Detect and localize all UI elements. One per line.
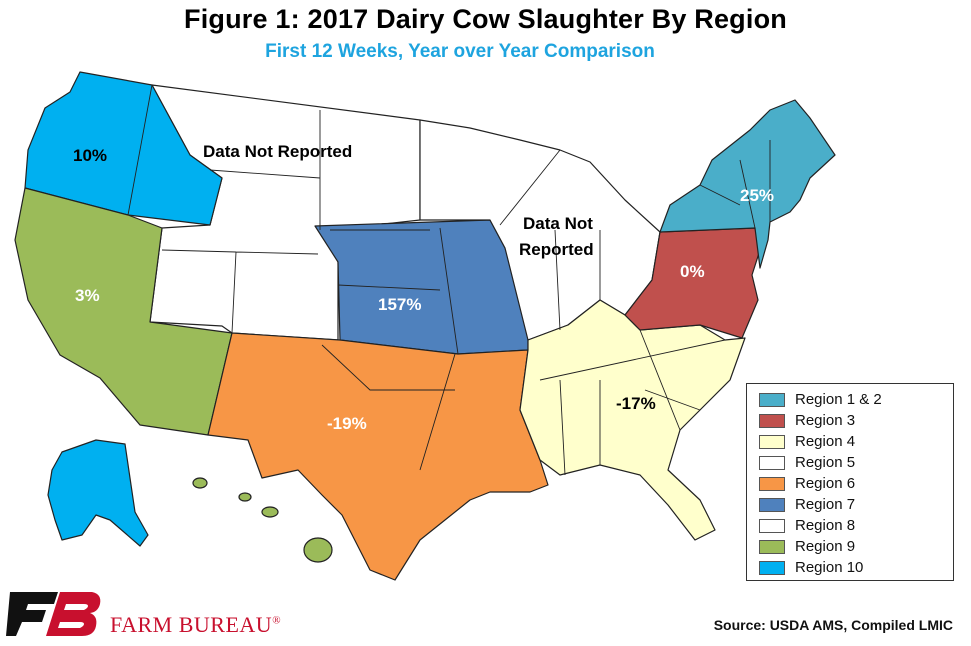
legend-item: Region 9 <box>759 536 953 557</box>
legend-label: Region 3 <box>795 412 856 429</box>
hawaii-island-2 <box>238 492 252 502</box>
legend-label: Region 5 <box>795 454 856 471</box>
region-4-value: -17% <box>616 394 656 413</box>
source-note: Source: USDA AMS, Compiled LMIC <box>713 617 953 633</box>
region-1-2-value: 25% <box>740 186 775 205</box>
legend-swatch <box>759 476 785 491</box>
legend-label: Region 6 <box>795 475 856 492</box>
region-6-area <box>207 332 549 581</box>
figure-title: Figure 1: 2017 Dairy Cow Slaughter By Re… <box>184 4 787 34</box>
region-7-area <box>314 219 529 355</box>
legend-item: Region 7 <box>759 494 953 515</box>
region-6-value: -19% <box>327 414 367 433</box>
region-8-not-reported: Data Not Reported <box>203 142 353 161</box>
state-borders <box>127 84 771 476</box>
legend-item: Region 8 <box>759 515 953 536</box>
farm-bureau-logo-icon <box>6 592 101 636</box>
figure-subtitle: First 12 Weeks, Year over Year Compariso… <box>265 41 655 62</box>
region-5-not-reported-line1: Data Not <box>523 214 593 233</box>
legend-label: Region 4 <box>795 433 856 450</box>
legend-label: Region 9 <box>795 538 856 555</box>
hawaii-island-4 <box>303 537 333 563</box>
legend-item: Region 10 <box>759 557 953 578</box>
hawaii-island-3 <box>261 506 279 518</box>
region-4-area <box>519 299 746 541</box>
legend-swatch <box>759 434 785 449</box>
legend-swatch <box>759 497 785 512</box>
map-legend: Region 1 & 2 Region 3 Region 4 Region 5 … <box>746 383 954 581</box>
alaska-area <box>47 439 149 547</box>
legend-item: Region 5 <box>759 452 953 473</box>
region-7-value: 157% <box>378 295 422 314</box>
brand-wordmark: FARM BUREAU® <box>110 612 281 638</box>
legend-item: Region 6 <box>759 473 953 494</box>
legend-item: Region 4 <box>759 431 953 452</box>
legend-item: Region 1 & 2 <box>759 389 953 410</box>
region-10-value: 10% <box>73 146 108 165</box>
region-9-value: 3% <box>75 286 100 305</box>
legend-swatch <box>759 539 785 554</box>
legend-swatch <box>759 560 785 575</box>
legend-swatch <box>759 518 785 533</box>
legend-swatch <box>759 455 785 470</box>
legend-swatch <box>759 413 785 428</box>
legend-label: Region 8 <box>795 517 856 534</box>
region-9-area <box>14 187 233 436</box>
registered-mark: ® <box>272 614 282 627</box>
legend-label: Region 7 <box>795 496 856 513</box>
legend-swatch <box>759 392 785 407</box>
region-3-value: 0% <box>680 262 705 281</box>
legend-label: Region 10 <box>795 559 864 576</box>
brand-name: FARM BUREAU <box>110 612 273 637</box>
hawaii-island-1 <box>192 477 208 489</box>
legend-label: Region 1 & 2 <box>795 391 882 408</box>
legend-item: Region 3 <box>759 410 953 431</box>
region-5-not-reported-line2: Reported <box>519 240 594 259</box>
region-1-2-area <box>659 99 836 269</box>
